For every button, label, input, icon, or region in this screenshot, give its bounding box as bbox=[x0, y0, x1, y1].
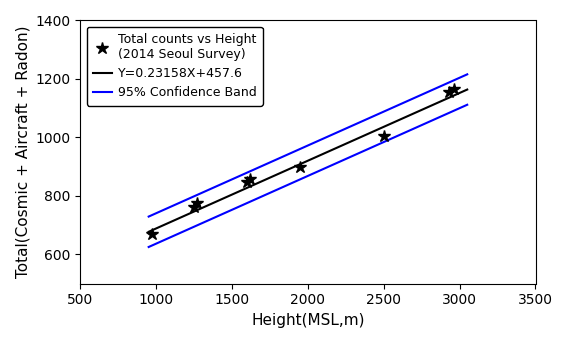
Y-axis label: Total(Cosmic + Aircraft + Radon): Total(Cosmic + Aircraft + Radon) bbox=[15, 26, 30, 279]
Legend: Total counts vs Height
(2014 Seoul Survey), Y=0.23158X+457.6, 95% Confidence Ban: Total counts vs Height (2014 Seoul Surve… bbox=[87, 27, 263, 106]
X-axis label: Height(MSL,m): Height(MSL,m) bbox=[251, 313, 365, 328]
